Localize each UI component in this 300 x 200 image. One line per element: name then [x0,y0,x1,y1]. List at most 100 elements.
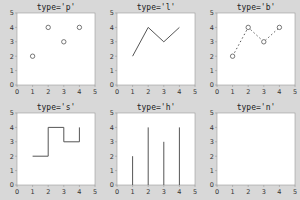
y-tick [15,41,17,42]
x-tick-label: 5 [293,88,297,96]
y-tick [15,127,17,128]
y-tick [115,13,117,14]
x-tick-label: 0 [15,88,19,96]
step-line [33,127,80,156]
y-tick-label: 0 [10,181,14,189]
plot-area [117,13,195,85]
y-tick-label: 3 [110,138,114,146]
x-tick-label: 4 [177,88,181,96]
y-tick-label: 2 [10,53,14,61]
x-tick-label: 2 [246,188,250,196]
y-tick-label: 5 [10,9,14,17]
x-tick-label: 1 [31,188,35,196]
figure: type='p' 0 1 2 3 4 5 0 1 2 3 4 5 type='l' 0 1 2 3 4 5 0 1 2 3 4 5… [0,0,300,200]
y-tick [115,56,117,57]
x-tick-label: 2 [146,188,150,196]
plot-marks [133,127,180,185]
y-tick [15,56,17,57]
plot-marks [230,25,281,58]
x-tick-label: 3 [62,188,66,196]
y-tick [215,113,217,114]
y-tick [115,70,117,71]
y-tick-label: 0 [210,181,214,189]
plot-area [17,113,95,185]
plot-area [117,113,195,185]
x-tick-label: 1 [131,88,135,96]
x-tick-label: 1 [131,188,135,196]
y-tick [215,141,217,142]
y-tick [215,41,217,42]
stem [132,156,133,185]
x-tick-label: 5 [93,88,97,96]
x-tick-label: 5 [193,88,197,96]
y-tick [15,85,17,86]
y-tick [15,27,17,28]
y-tick-label: 1 [10,167,14,175]
x-tick-label: 2 [146,88,150,96]
y-tick-label: 5 [210,109,214,117]
plot-area [217,13,295,85]
line [133,27,180,56]
y-tick-label: 4 [110,24,114,32]
y-tick-label: 1 [210,67,214,75]
plot-marks [33,127,80,156]
x-tick-label: 2 [46,88,50,96]
x-tick-label: 1 [31,88,35,96]
y-tick-label: 4 [10,24,14,32]
panel: type='h'012345012345 [110,103,197,196]
x-tick-label: 5 [193,188,197,196]
x-tick-label: 3 [262,188,266,196]
y-tick-label: 5 [110,9,114,17]
x-tick-label: 4 [277,188,281,196]
y-tick [115,170,117,171]
point [230,54,234,58]
y-tick [215,13,217,14]
stem [179,127,180,185]
y-tick [215,127,217,128]
title: type='b' [237,3,276,12]
y-tick-label: 1 [110,67,114,75]
stem [148,127,149,185]
x-tick-label: 3 [162,88,166,96]
y-tick-label: 4 [10,124,14,132]
y-tick-label: 2 [10,153,14,161]
point [46,25,50,29]
title: type='n' [237,103,276,112]
y-tick-label: 4 [110,124,114,132]
y-tick-label: 4 [210,24,214,32]
panel: type='b'012345012345 [210,3,297,96]
x-tick-label: 2 [46,188,50,196]
y-tick [215,56,217,57]
y-tick [115,127,117,128]
y-tick [15,156,17,157]
y-tick [115,113,117,114]
x-tick-label: 3 [162,188,166,196]
title: type='s' [37,103,76,112]
y-tick-label: 5 [110,109,114,117]
y-tick-label: 0 [10,81,14,89]
title: type='h' [137,103,176,112]
panel: type='p'012345012345 [10,3,97,96]
y-tick [115,27,117,28]
panel: type='l'012345012345 [110,3,197,96]
point [277,25,281,29]
y-tick [115,85,117,86]
y-tick [15,13,17,14]
title: type='l' [137,3,176,12]
x-tick-label: 4 [177,188,181,196]
y-tick [115,156,117,157]
point [62,40,66,44]
point [77,25,81,29]
title: type='p' [37,3,76,12]
x-tick-label: 3 [62,88,66,96]
y-tick-label: 3 [110,38,114,46]
y-tick-label: 0 [210,81,214,89]
y-tick [215,70,217,71]
x-tick-label: 3 [262,88,266,96]
x-tick-label: 4 [277,88,281,96]
y-tick [215,170,217,171]
plot-marks [133,27,180,56]
panel: type='s'012345012345 [10,103,97,196]
plot-area [217,113,295,185]
y-tick-label: 3 [210,38,214,46]
